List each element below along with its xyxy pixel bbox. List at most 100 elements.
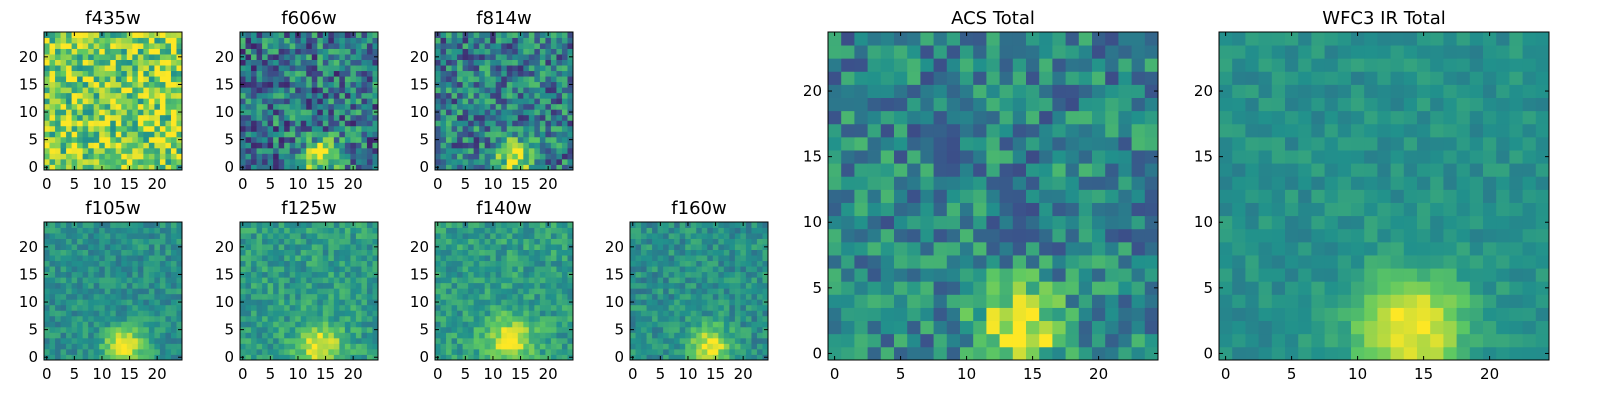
heatmap-cell [550,120,557,127]
heatmap-cell [512,293,519,300]
heatmap-cell [451,244,458,250]
heatmap-cell [55,354,61,361]
heatmap-cell [77,65,84,72]
heatmap-cell [484,315,491,322]
heatmap-cell [1131,241,1146,256]
heatmap-cell [451,76,458,83]
heatmap-cell [440,271,447,278]
heatmap-cell [495,271,502,278]
heatmap-cell [740,244,747,250]
heatmap-cell [880,176,895,190]
heatmap-cell [99,120,106,127]
heatmap-cell [495,158,502,165]
heatmap-cell [300,48,307,55]
heatmap-cell [49,114,56,121]
heatmap-cell [328,87,335,94]
heatmap-cell [701,288,708,295]
heatmap-cell [322,37,329,44]
y-tick-label: 15 [605,265,624,283]
heatmap-cell [473,147,480,154]
heatmap-cell [126,120,133,127]
heatmap-cell [539,304,546,311]
heatmap-cell [545,136,552,143]
heatmap-cell [734,299,741,306]
heatmap-cell [71,310,78,317]
heatmap-cell [93,244,100,250]
heatmap-cell [317,125,324,132]
heatmap-cell [701,337,708,344]
heatmap-cell [1078,268,1093,282]
heatmap-cell [641,326,647,333]
heatmap-cell [339,244,346,250]
heatmap-cell [973,294,987,308]
heatmap-cell [88,142,95,149]
heatmap-cell [523,354,530,361]
heatmap-cell [115,87,122,94]
heatmap-cell [322,87,329,94]
heatmap-cell [148,65,155,72]
heatmap-cell [495,299,502,306]
heatmap-cell [723,343,730,350]
heatmap-cell [295,76,302,83]
heatmap-cell [506,271,513,278]
heatmap-cell [523,277,530,284]
heatmap-cell [262,244,268,250]
heatmap-cell [289,315,296,322]
heatmap-cell [77,120,84,127]
heatmap-cell [490,348,497,355]
heatmap-cell [446,76,452,83]
heatmap-cell [165,304,172,311]
heatmap-cell [273,70,280,77]
heatmap-cell [55,92,61,99]
heatmap-cell [77,48,84,55]
heatmap-cell [501,244,508,250]
heatmap-cell [333,321,340,328]
heatmap-cell [44,158,50,165]
heatmap-cell [300,98,307,105]
heatmap-cell [479,37,486,44]
heatmap-cell [251,354,257,361]
heatmap-cell [539,109,546,116]
heatmap-cell [245,326,252,333]
heatmap-cell [289,43,296,49]
heatmap-cell [674,238,681,245]
heatmap-cell [245,92,252,99]
heatmap-cell [545,233,552,239]
heatmap-cell [751,266,758,273]
heatmap-cell [523,103,530,110]
heatmap-cell [66,92,72,99]
heatmap-cell [561,136,568,143]
heatmap-cell [880,163,895,177]
heatmap-cell [115,136,122,143]
heatmap-cell [495,249,502,256]
heatmap-cell [501,120,508,127]
heatmap-cell [506,293,513,300]
heatmap-cell [440,249,447,256]
heatmap-cell [479,282,486,289]
heatmap-cell [126,48,133,55]
heatmap-cell [355,233,362,239]
heatmap-cell [71,255,78,262]
heatmap-cell [545,260,552,267]
heatmap-cell [567,222,574,228]
heatmap-cell [289,142,296,149]
heatmap-cell [60,255,67,262]
heatmap-cell [240,76,246,83]
heatmap-cell [44,288,50,295]
heatmap-cell [1065,189,1080,203]
heatmap-cell [501,114,508,121]
heatmap-cell [867,228,882,243]
heatmap-cell [440,54,447,60]
heatmap-cell [696,277,703,284]
heatmap-cell [344,142,351,149]
heatmap-cell [512,81,519,88]
heatmap-cell [49,249,56,256]
heatmap-cell [93,37,100,44]
heatmap-cell [528,147,535,154]
heatmap-cell [495,142,502,149]
heatmap-cell [756,227,763,234]
heatmap-cell [132,164,139,171]
heatmap-cell [284,288,291,295]
heatmap-cell [751,304,758,311]
heatmap-cell [740,288,747,295]
